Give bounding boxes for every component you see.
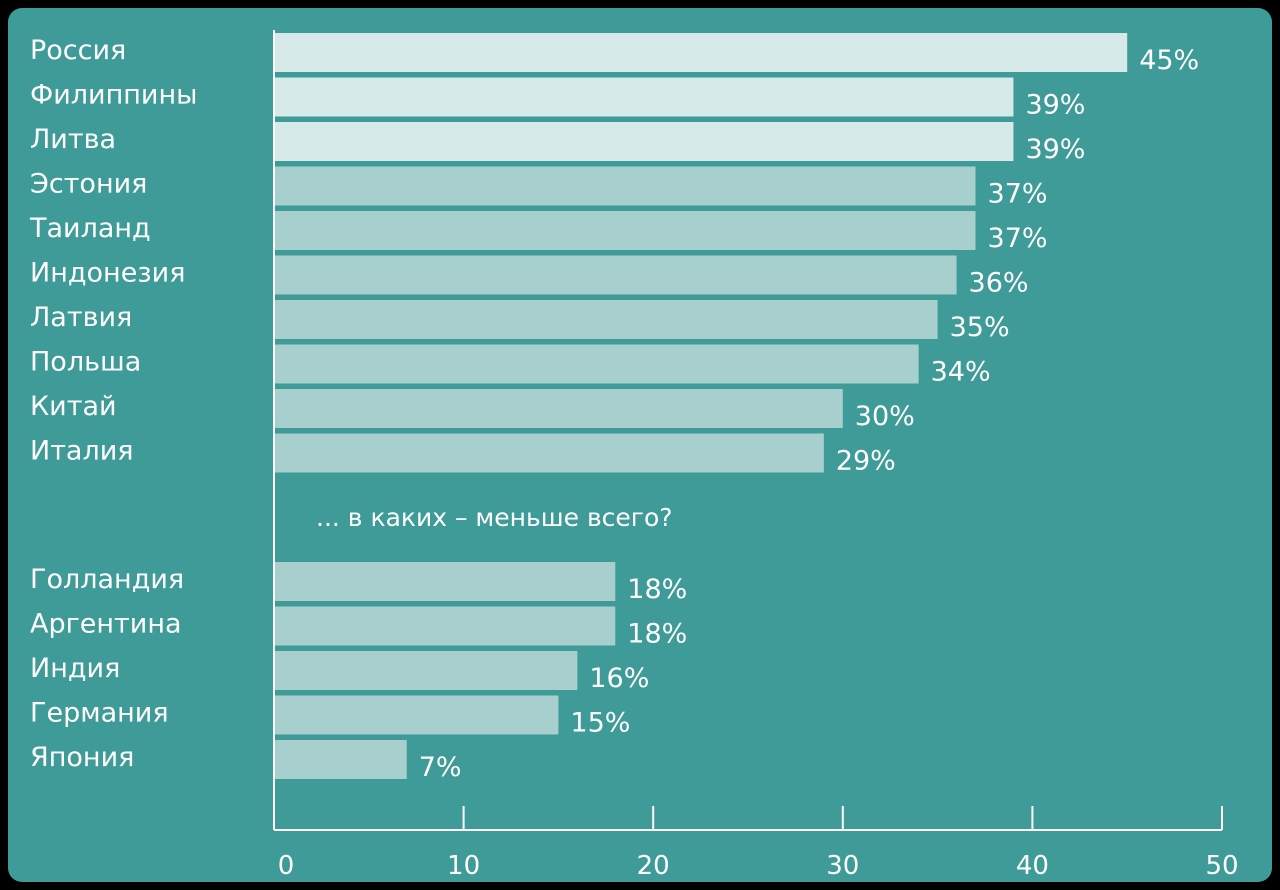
bar: [275, 166, 976, 206]
category-label: Россия: [30, 35, 126, 66]
bar: [275, 255, 957, 295]
category-label: Латвия: [30, 302, 132, 333]
category-label: Голландия: [30, 564, 184, 595]
value-labels: 45% 39% 39% 37% 37% 36% 35% 34% 30% 29% 18% 18% 16% 1…: [419, 45, 1199, 783]
x-tick-label: 50: [1205, 851, 1238, 881]
data-label: 15%: [570, 708, 630, 739]
category-label: Индонезия: [30, 258, 185, 289]
bar: [275, 344, 919, 384]
category-label: Япония: [30, 742, 134, 773]
bar: [275, 211, 976, 250]
data-label: 29%: [836, 446, 896, 477]
data-label: 39%: [1025, 90, 1085, 121]
section-note: ... в каких – меньше всего?: [316, 503, 673, 532]
data-label: 34%: [931, 357, 991, 388]
data-label: 16%: [589, 663, 649, 694]
category-label: Китай: [30, 391, 117, 422]
bar: [275, 695, 559, 735]
data-label: 18%: [627, 619, 687, 650]
data-label: 18%: [627, 574, 687, 605]
data-label: 39%: [1025, 134, 1085, 165]
category-label: Литва: [30, 124, 116, 155]
bar: [275, 651, 578, 690]
data-label: 45%: [1139, 45, 1199, 76]
x-tick-label: 20: [637, 851, 670, 881]
category-label: Германия: [30, 698, 169, 729]
data-label: 30%: [855, 401, 915, 432]
bar: [275, 122, 1014, 161]
bar: [275, 77, 1014, 117]
bar: [275, 740, 407, 779]
x-tick-label: 40: [1016, 851, 1049, 881]
category-label: Польша: [30, 347, 141, 378]
x-tick-label: 30: [826, 851, 859, 881]
category-label: Италия: [30, 436, 134, 467]
bar: [275, 606, 616, 646]
category-label: Филиппины: [30, 80, 197, 111]
x-tick-label: 0: [278, 851, 295, 881]
bar: [275, 433, 824, 473]
data-label: 7%: [419, 752, 462, 783]
category-label: Индия: [30, 653, 120, 684]
x-tick-label: 10: [447, 851, 480, 881]
bar: [275, 562, 616, 601]
data-label: 36%: [969, 268, 1029, 299]
x-axis-ticks: 0 10 20 30 40 50: [278, 806, 1239, 881]
bar: [275, 33, 1128, 72]
bar: [275, 300, 938, 339]
data-label: 37%: [988, 179, 1048, 210]
data-label: 35%: [950, 312, 1010, 343]
category-labels: Россия Филиппины Литва Эстония Таиланд Индоне…: [29, 35, 197, 773]
category-label: Аргентина: [30, 609, 182, 640]
category-label: Таиланд: [29, 213, 151, 244]
bar: [275, 389, 843, 428]
bars-layer: [275, 33, 1128, 779]
category-label: Эстония: [30, 169, 147, 200]
data-label: 37%: [988, 223, 1048, 254]
